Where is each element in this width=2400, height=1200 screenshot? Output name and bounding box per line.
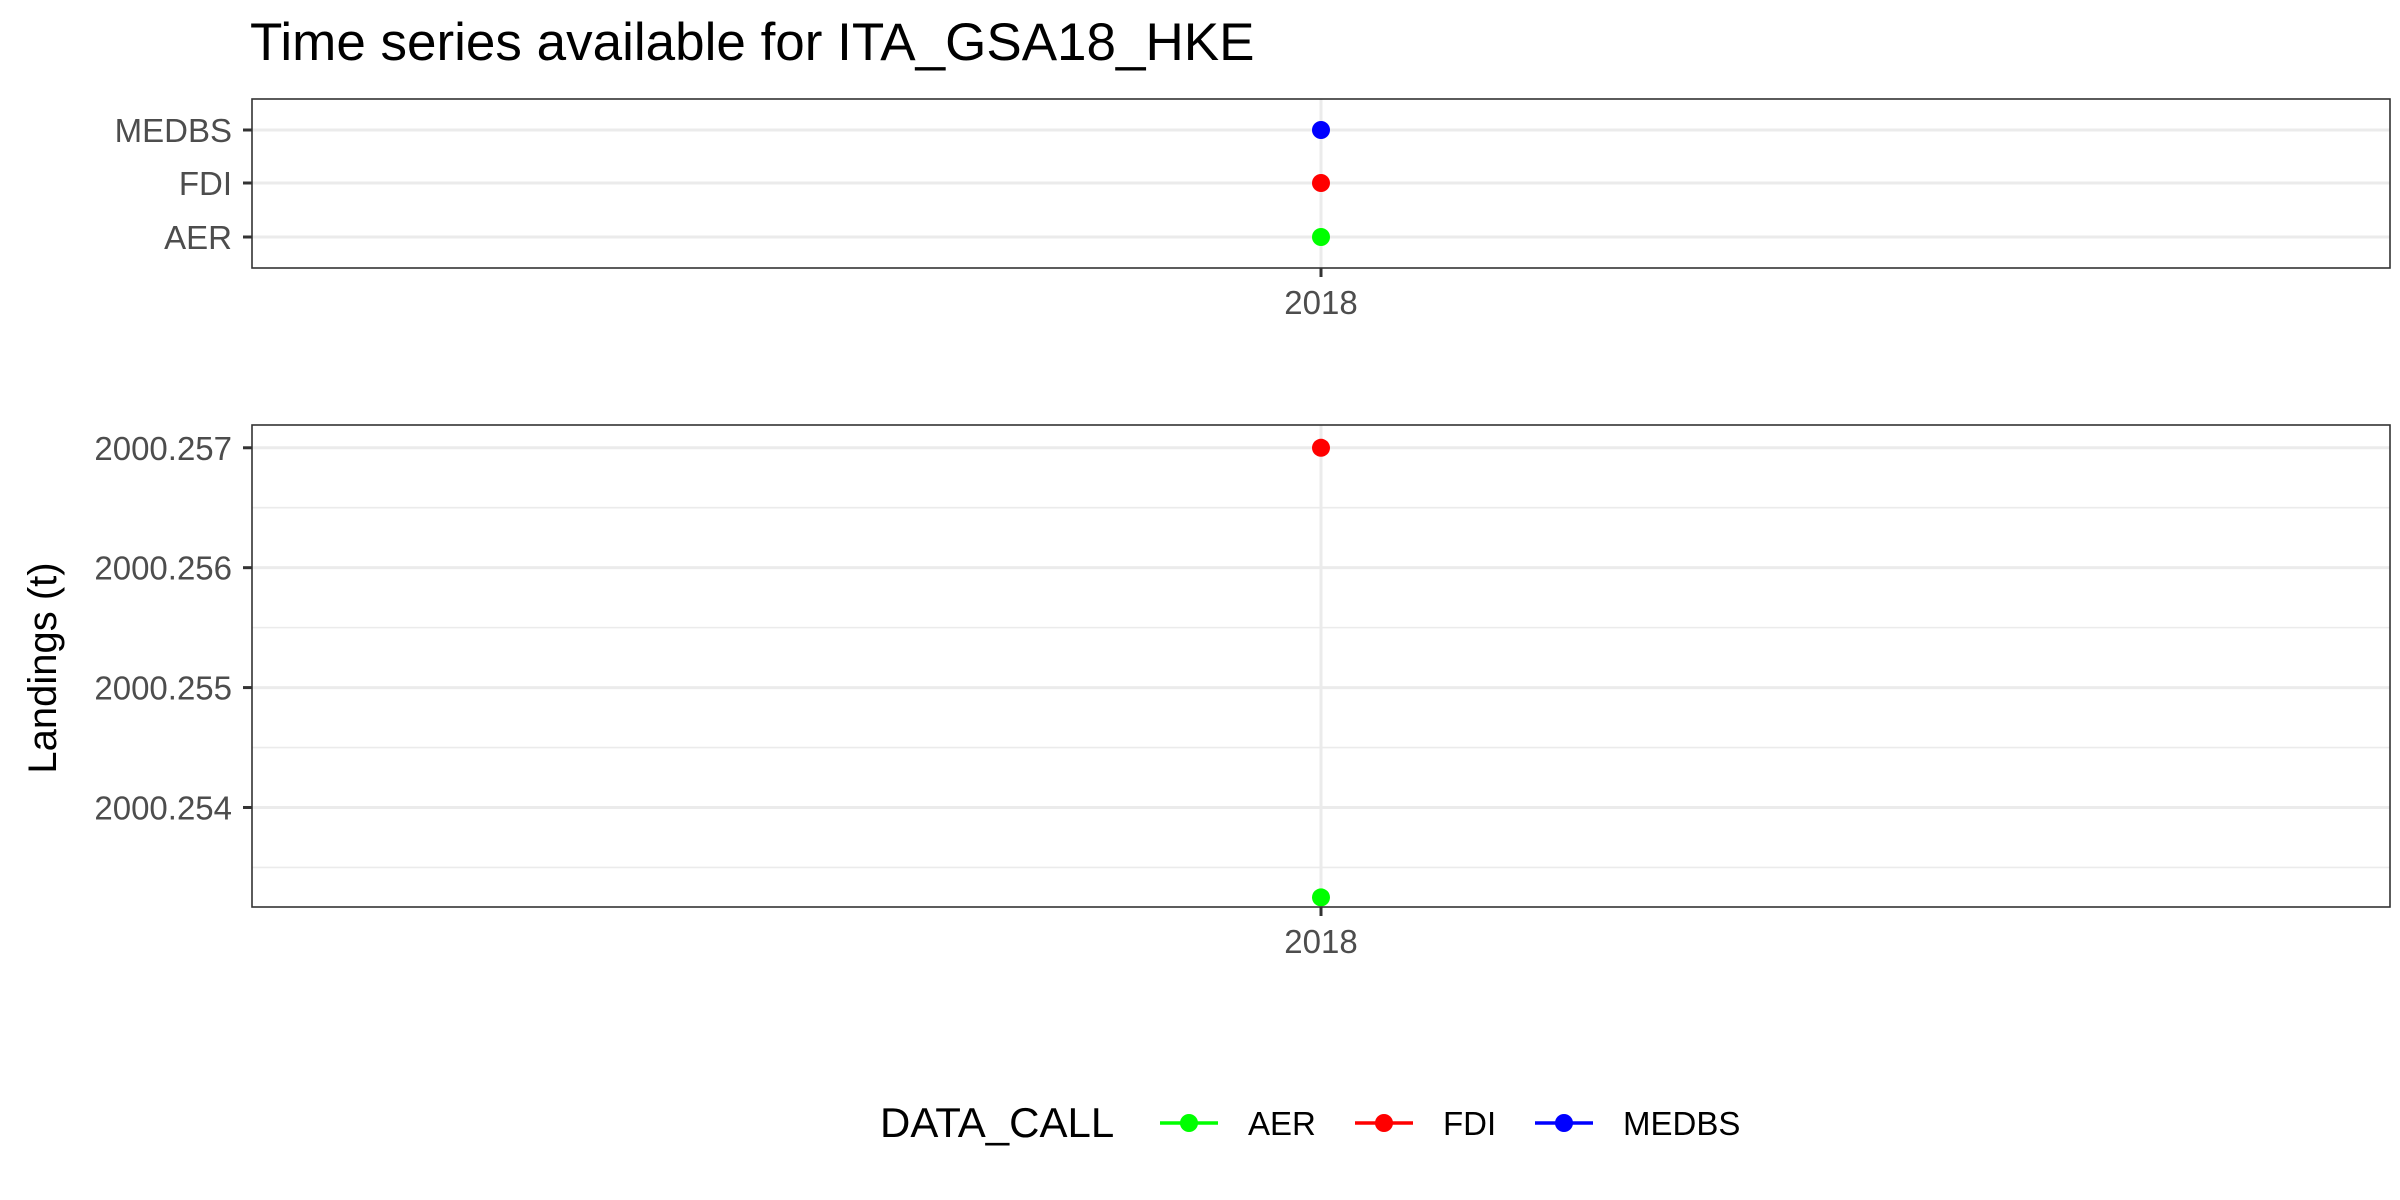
y-tick-label: 2000.257 [94, 430, 232, 467]
axis-ticks: AER FDI MEDBS 2018 2000.254 2000.255 2000.256 2… [94, 112, 1357, 960]
chart-title: Time series available for ITA_GSA18_HKE [250, 13, 1254, 72]
legend-label: MEDBS [1623, 1105, 1740, 1142]
chart-marks [1312, 121, 1330, 907]
legend-key-point [1555, 1114, 1573, 1132]
data-point-medbs [1312, 121, 1330, 139]
y-tick-label: FDI [179, 165, 232, 202]
legend-item-fdi: FDI [1355, 1105, 1496, 1142]
y-tick-label: MEDBS [115, 112, 232, 149]
data-point-aer [1312, 888, 1330, 907]
data-point-fdi [1312, 438, 1330, 457]
y-axis-label: Landings (t) [21, 562, 65, 773]
legend-key-point [1375, 1114, 1393, 1132]
data-point-aer [1312, 228, 1330, 246]
legend-items: AER FDI MEDBS [1160, 1105, 1740, 1142]
legend-label: AER [1248, 1105, 1316, 1142]
legend-label: FDI [1443, 1105, 1496, 1142]
legend-item-aer: AER [1160, 1105, 1316, 1142]
x-tick-label: 2018 [1284, 284, 1357, 321]
legend-item-medbs: MEDBS [1535, 1105, 1740, 1142]
data-point-fdi [1312, 174, 1330, 192]
y-tick-label: AER [164, 219, 232, 256]
x-tick-label: 2018 [1284, 923, 1357, 960]
bottom-panel-grid [252, 425, 2390, 907]
legend-key-point [1180, 1114, 1198, 1132]
legend: DATA_CALL AER FDI MEDBS [880, 1099, 1740, 1146]
legend-title: DATA_CALL [880, 1099, 1114, 1146]
y-tick-label: 2000.256 [94, 550, 232, 587]
y-tick-label: 2000.254 [94, 789, 232, 826]
y-tick-label: 2000.255 [94, 670, 232, 707]
